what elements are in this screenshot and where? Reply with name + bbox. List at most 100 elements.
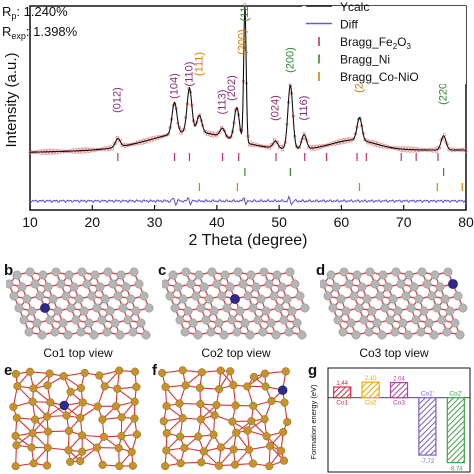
ni-atom (162, 279, 170, 289)
ni-atom (79, 306, 89, 316)
ni-atom (323, 291, 333, 301)
fe-atom (181, 381, 190, 390)
ni-atom (287, 306, 297, 316)
ni-atom (333, 315, 343, 325)
x-tick-label: 40 (209, 214, 225, 230)
ni-atom (22, 294, 32, 304)
ni-atom (64, 270, 74, 280)
legend-box (302, 6, 466, 84)
bar-category-label: Co2 (365, 400, 377, 407)
fe-atom (244, 445, 254, 454)
ni-atom (110, 318, 120, 328)
ni-atom (246, 270, 256, 280)
fe-atom (158, 368, 167, 378)
ni-atom (411, 315, 421, 325)
fe-atom (232, 428, 241, 437)
bar-co2-prime (446, 397, 465, 464)
fe-atom (25, 367, 34, 376)
fe-atom (76, 413, 85, 422)
ni-atom (422, 279, 432, 289)
ni-atom (61, 291, 71, 301)
ni-atom (32, 318, 42, 328)
fe-atom (199, 447, 208, 456)
fe-atom (229, 445, 238, 454)
bar-co1 (333, 386, 352, 399)
ni-atom (430, 270, 440, 280)
ni-atom (9, 291, 19, 301)
ni-atom (391, 267, 401, 277)
panel-letter-f: f (152, 362, 157, 379)
ni-atom (336, 294, 346, 304)
ni-atom (207, 267, 217, 277)
ni-atom (194, 270, 204, 280)
panel-letter-b: b (4, 262, 14, 279)
panel-letter-g: g (308, 362, 318, 379)
fe-atom (117, 413, 126, 422)
ni-atom (300, 303, 310, 313)
co-atom (277, 385, 288, 395)
plot-frame (29, 5, 467, 211)
peak-label: (104) (168, 73, 180, 99)
ni-atom (367, 306, 377, 316)
peak-label: (110) (183, 62, 195, 87)
fe-atom (279, 456, 289, 465)
fe-atom (11, 369, 20, 378)
fe-atom (180, 443, 189, 453)
ni-atom (69, 282, 79, 292)
x-tick-label: 10 (22, 214, 38, 230)
fe-atom (196, 415, 205, 424)
ni-atom (121, 282, 131, 292)
fe-atom (115, 366, 124, 375)
co-atom (448, 279, 458, 289)
peak-label: (116) (298, 96, 310, 121)
ni-atom (139, 291, 149, 301)
ni-atom (349, 291, 359, 301)
ni-atom (261, 306, 271, 316)
ni-atom (377, 330, 387, 340)
ni-atom (30, 279, 40, 289)
fe-atom (197, 368, 207, 377)
ni-atom (141, 330, 151, 340)
ni-atom (196, 303, 206, 313)
fe-atom (76, 457, 85, 466)
fe-atom (266, 441, 275, 450)
ni-atom (346, 318, 356, 328)
bar-value-label: 2.04 (393, 377, 405, 383)
panel-letter-c: c (158, 262, 167, 279)
ni-atom (222, 303, 232, 313)
co-atom (59, 400, 69, 411)
fe-atom (114, 444, 123, 453)
co2-caption: Co2 top view (201, 346, 271, 360)
x-tick-label: 60 (334, 214, 350, 230)
ni-atom (271, 330, 281, 340)
fe-atom (31, 415, 40, 424)
ni-atom (359, 315, 369, 325)
ni-atom (417, 267, 427, 277)
ni-atom (285, 267, 295, 277)
ni-atom (227, 315, 237, 325)
ni-atom (191, 291, 201, 301)
ni-atom (37, 330, 47, 340)
fe-atom (175, 399, 184, 408)
fe-atom (66, 457, 75, 466)
x-tick-label: 20 (84, 214, 100, 230)
ni-atom (403, 330, 413, 340)
fe-atom (99, 432, 108, 441)
fe-atom (283, 417, 292, 427)
ni-atom (264, 279, 274, 289)
ni-atom (338, 327, 348, 337)
ni-atom (232, 327, 242, 337)
fe-atom (196, 399, 205, 409)
ni-atom (12, 270, 22, 280)
fe-atom (178, 366, 187, 375)
fe-atom (128, 461, 137, 470)
fe-atom (98, 460, 107, 469)
fe-atom (178, 414, 187, 423)
co-atom (40, 303, 50, 313)
ni-atom (131, 306, 141, 316)
ni-atom (414, 294, 424, 304)
ni-atom (66, 303, 76, 313)
fe-atom (115, 462, 124, 471)
ni-atom (48, 294, 58, 304)
ni-atom (217, 291, 227, 301)
